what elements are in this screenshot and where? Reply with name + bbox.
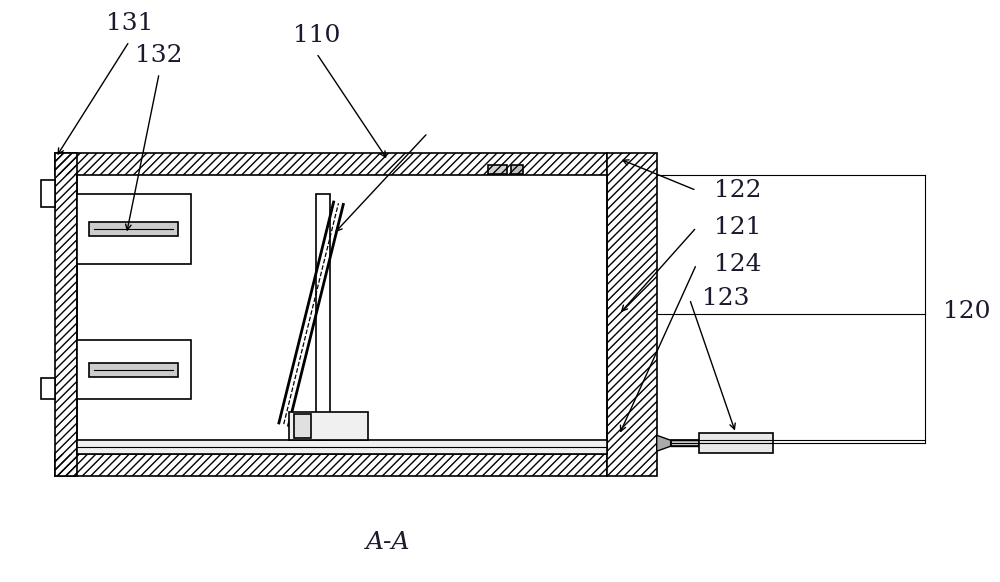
Bar xyxy=(77,440,607,454)
Bar xyxy=(671,440,699,446)
Bar xyxy=(55,152,607,175)
Bar xyxy=(607,152,657,476)
Bar xyxy=(55,152,77,476)
Text: 122: 122 xyxy=(714,179,762,202)
Bar xyxy=(607,152,657,476)
Text: 121: 121 xyxy=(714,216,762,239)
Bar xyxy=(294,414,311,438)
Bar xyxy=(55,454,607,476)
Bar xyxy=(77,194,191,264)
Bar xyxy=(89,222,178,236)
Bar xyxy=(55,152,607,175)
Text: 124: 124 xyxy=(714,253,762,276)
Bar xyxy=(89,363,178,377)
Bar xyxy=(55,152,77,476)
Text: 131: 131 xyxy=(106,12,153,36)
Bar xyxy=(41,378,55,399)
Bar xyxy=(511,165,523,173)
Polygon shape xyxy=(657,435,671,451)
Bar xyxy=(316,194,330,440)
Bar xyxy=(55,454,607,476)
Bar xyxy=(699,433,773,453)
Bar xyxy=(41,180,55,207)
Text: 132: 132 xyxy=(135,44,183,67)
Bar xyxy=(77,340,191,399)
Bar xyxy=(488,165,507,173)
Text: 110: 110 xyxy=(293,24,340,47)
Text: 120: 120 xyxy=(943,300,991,324)
Bar xyxy=(289,413,368,440)
Text: A-A: A-A xyxy=(366,531,410,554)
Text: 123: 123 xyxy=(702,288,750,310)
